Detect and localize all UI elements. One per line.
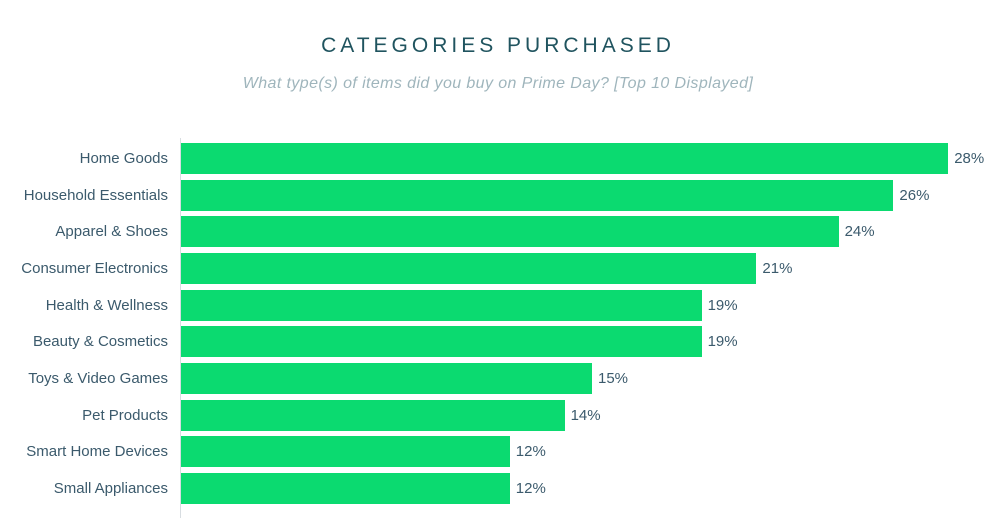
bar-row: Consumer Electronics 21%: [0, 250, 996, 287]
bar-value-label: 12%: [515, 443, 546, 461]
bar-row-label: Household Essentials: [23, 186, 168, 204]
chart-subtitle: What type(s) of items did you buy on Pri…: [242, 75, 754, 92]
bar-row-label: Consumer Electronics: [21, 259, 168, 277]
bar-row-label: Health & Wellness: [45, 296, 168, 314]
bar-value-label: 15%: [598, 369, 629, 387]
bar-area: 26%: [181, 179, 996, 211]
bar-row: Smart Home Devices 12%: [0, 434, 996, 471]
bar-row-label: Small Appliances: [53, 480, 168, 498]
bar-area: 19%: [181, 326, 996, 358]
bar-area: 15%: [181, 362, 996, 394]
bar-row: Small Appliances 12%: [0, 470, 996, 507]
bar-value-label: 14%: [570, 406, 601, 424]
bar-value-label: 19%: [707, 296, 738, 314]
bar-value-label: 28%: [954, 149, 985, 167]
bar-area: 14%: [181, 399, 996, 431]
bar-row: Home Goods 28%: [0, 140, 996, 177]
bar-value-label: 24%: [844, 223, 875, 241]
bar-row: Apparel & Shoes 24%: [0, 213, 996, 250]
bar-row-label: Apparel & Shoes: [55, 223, 168, 241]
bar-row: Toys & Video Games 15%: [0, 360, 996, 397]
bar-row: Pet Products 14%: [0, 397, 996, 434]
bar-value-label: 12%: [515, 480, 546, 498]
bar-row-label: Pet Products: [82, 406, 168, 424]
bar-row: Health & Wellness 19%: [0, 287, 996, 324]
bar-row-label: Home Goods: [79, 149, 168, 167]
bar: [181, 399, 565, 431]
bar-value-label: 26%: [899, 186, 930, 204]
bar: [181, 362, 592, 394]
bar-area: 19%: [181, 289, 996, 321]
y-axis-line: [180, 138, 181, 518]
bar-area: 28%: [181, 142, 996, 174]
bar-area: 12%: [181, 473, 996, 505]
bar-row-label: Toys & Video Games: [28, 369, 168, 387]
chart-header: CATEGORIES PURCHASED What type(s) of ite…: [0, 0, 996, 93]
bar-value-label: 21%: [762, 259, 793, 277]
bar: [181, 473, 510, 505]
bar-chart: Home Goods 28% Household Essentials 26% …: [0, 138, 996, 518]
bar: [181, 252, 757, 284]
chart-title: CATEGORIES PURCHASED: [321, 34, 675, 57]
bar-row-label: Smart Home Devices: [26, 443, 168, 461]
bar-row: Beauty & Cosmetics 19%: [0, 323, 996, 360]
bar-row-label: Beauty & Cosmetics: [32, 333, 168, 351]
bar: [181, 142, 949, 174]
bar-area: 12%: [181, 436, 996, 468]
bar: [181, 436, 510, 468]
bar-rows: Home Goods 28% Household Essentials 26% …: [0, 140, 996, 507]
bar-area: 24%: [181, 216, 996, 248]
bar-area: 21%: [181, 252, 996, 284]
bar-value-label: 19%: [707, 333, 738, 351]
bar: [181, 179, 894, 211]
bar: [181, 289, 702, 321]
bar: [181, 216, 839, 248]
bar: [181, 326, 702, 358]
bar-row: Household Essentials 26%: [0, 177, 996, 214]
